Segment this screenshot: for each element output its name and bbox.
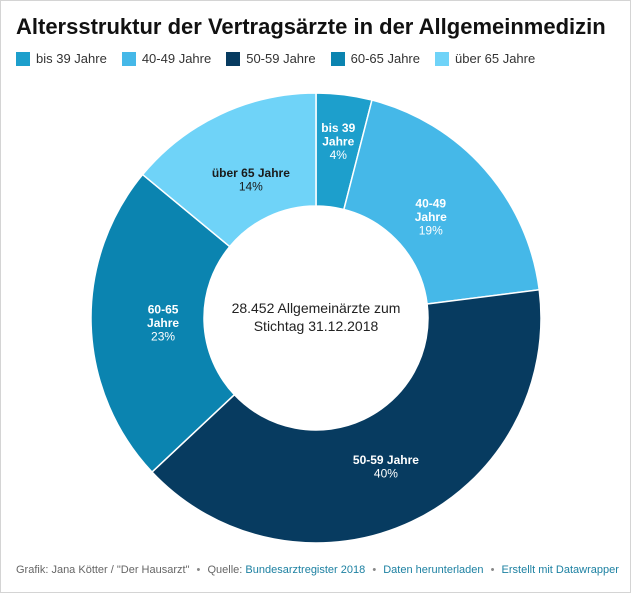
footer-source-prefix: Quelle:	[207, 564, 243, 576]
center-label: 28.452 Allgemeinärzte zum Stichtag 31.12.…	[232, 300, 401, 334]
slice-label: 60-65 Jahre 23%	[147, 302, 179, 343]
footer-credit: Grafik: Jana Kötter / "Der Hausarzt"	[16, 564, 190, 576]
legend-label: über 65 Jahre	[455, 51, 536, 66]
slice-label: bis 39 Jahre 4%	[321, 121, 355, 162]
donut-slice	[141, 92, 317, 248]
donut-slice	[150, 288, 542, 544]
donut-slice	[342, 99, 541, 305]
slice-label: 50-59 Jahre 40%	[353, 453, 419, 481]
legend-item-50-59: 50-59 Jahre	[226, 51, 316, 66]
source-link[interactable]: Bundesarztregister 2018	[245, 564, 366, 576]
legend-label: bis 39 Jahre	[36, 51, 107, 66]
legend-label: 40-49 Jahre	[141, 51, 212, 66]
footer-separator: •	[490, 564, 495, 576]
slice-label: über 65 Jahre 14%	[212, 166, 290, 194]
legend-swatch	[330, 51, 345, 66]
chart-title: Altersstruktur der Vertragsärzte in der …	[16, 14, 606, 39]
donut-slice	[90, 173, 236, 474]
datawrapper-link[interactable]: Erstellt mit Datawrapper	[501, 564, 619, 576]
download-data-link[interactable]: Daten herunterladen	[383, 564, 484, 576]
slice-label: 40-49 Jahre 19%	[415, 196, 447, 237]
chart-footer: Grafik: Jana Kötter / "Der Hausarzt" • Q…	[16, 564, 619, 576]
legend-label: 60-65 Jahre	[350, 51, 420, 66]
legend: bis 39 Jahre 40-49 Jahre 50-59 Jahre 60-…	[16, 51, 550, 66]
legend-item-bis-39: bis 39 Jahre	[16, 51, 107, 66]
legend-swatch	[16, 51, 30, 66]
footer-separator: •	[372, 564, 377, 576]
footer-separator: •	[196, 564, 201, 576]
legend-label: 50-59 Jahre	[246, 51, 316, 66]
legend-swatch	[435, 51, 449, 66]
legend-swatch	[121, 51, 136, 66]
legend-item-ueber-65: über 65 Jahre	[435, 51, 535, 66]
legend-item-60-65: 60-65 Jahre	[330, 51, 420, 66]
legend-item-40-49: 40-49 Jahre	[121, 51, 212, 66]
legend-swatch	[226, 51, 241, 66]
